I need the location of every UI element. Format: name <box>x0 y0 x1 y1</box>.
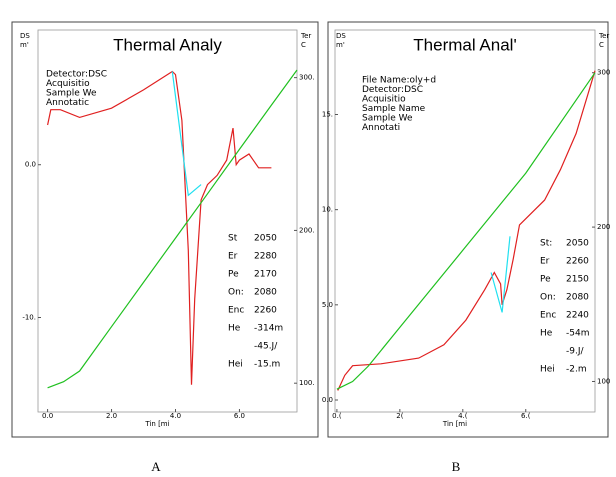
x-tick-label: 4.0 <box>170 412 181 420</box>
y2-tick-label: 300 <box>597 69 610 77</box>
x-tick-label: 6.( <box>521 412 531 420</box>
result-label: He <box>540 329 553 339</box>
info-text: Acquisitio <box>362 95 406 105</box>
chart-title: Thermal Anal' <box>413 35 516 54</box>
result-label: Pe <box>228 270 239 280</box>
x-tick-label: 0.( <box>332 412 342 420</box>
result-label: St: <box>540 239 552 249</box>
result-label: Hei <box>228 360 243 370</box>
info-text: File Name:oly+d <box>362 76 436 86</box>
y-axis-label: m' <box>336 41 345 49</box>
result-label: On: <box>228 288 244 298</box>
axes-frame <box>334 29 596 413</box>
result-label: He <box>228 324 241 334</box>
info-text: Annotatic <box>46 98 89 108</box>
result-label: Hei <box>540 365 555 375</box>
data-line <box>336 72 596 390</box>
x-axis-label: Tin [mi <box>144 420 169 428</box>
chart-title: Thermal Analy <box>113 35 222 54</box>
panel-frame <box>327 21 609 438</box>
info-text: Sample We <box>362 114 413 124</box>
info-text: Detector:DSC <box>46 70 107 80</box>
info-text: Acquisitio <box>46 79 90 89</box>
x-tick-label: 4.( <box>458 412 468 420</box>
axes-frame <box>37 29 298 413</box>
y-tick-label: 15. <box>322 110 333 118</box>
y2-tick-label: 200 <box>597 223 610 231</box>
result-value: 2260 <box>254 306 277 316</box>
y2-axis-label: C <box>599 41 604 49</box>
result-value: -314m <box>254 324 283 334</box>
result-value: 2240 <box>566 311 589 321</box>
y2-tick-label: 100 <box>597 377 610 385</box>
y2-tick-label: 200. <box>299 226 315 234</box>
data-line <box>490 236 511 313</box>
result-label: Enc <box>228 306 244 316</box>
caption: B <box>452 459 461 474</box>
result-label: Er <box>228 252 238 262</box>
data-line <box>337 70 596 391</box>
result-label: Er <box>540 257 550 267</box>
y-axis-label: DS <box>336 32 346 40</box>
y2-axis-label: Ter <box>300 32 311 40</box>
result-value: -45.J/ <box>254 342 278 352</box>
y-tick-label: 10. <box>322 206 333 214</box>
x-tick-label: 6.0 <box>234 412 245 420</box>
y-tick-label: 0.0 <box>322 396 333 404</box>
y-tick-label: -10. <box>22 314 36 322</box>
result-value: 2050 <box>254 234 277 244</box>
result-value: 2050 <box>566 239 589 249</box>
data-line <box>47 69 298 389</box>
result-value: 2260 <box>566 257 589 267</box>
result-value: -9.J/ <box>566 347 584 357</box>
caption: A <box>151 459 161 474</box>
x-tick-label: 2( <box>396 412 403 420</box>
result-label: On: <box>540 293 556 303</box>
result-value: -54m <box>566 329 589 339</box>
result-value: -2.m <box>566 365 587 375</box>
y-tick-label: 5.0 <box>322 301 333 309</box>
y2-tick-label: 100. <box>299 379 315 387</box>
x-tick-label: 0.0 <box>42 412 53 420</box>
y2-axis-label: Ter <box>598 32 609 40</box>
result-label: St <box>228 234 238 244</box>
result-label: Pe <box>540 275 551 285</box>
y-axis-label: DS <box>20 32 30 40</box>
y2-axis-label: C <box>301 41 306 49</box>
info-text: Sample Name <box>362 104 426 114</box>
x-tick-label: 2.0 <box>106 412 117 420</box>
result-label: Enc <box>540 311 556 321</box>
result-value: 2150 <box>566 275 589 285</box>
result-value: -15.m <box>254 360 280 370</box>
y-axis-label: m' <box>20 41 29 49</box>
data-line <box>171 71 202 197</box>
result-value: 2080 <box>566 293 589 303</box>
x-axis-label: Tin [mi <box>442 420 467 428</box>
result-value: 2280 <box>254 252 277 262</box>
info-text: Sample We <box>46 89 97 99</box>
y-tick-label: 0.0 <box>25 161 36 169</box>
y2-tick-label: 300. <box>299 74 315 82</box>
result-value: 2170 <box>254 270 277 280</box>
info-text: Annotati <box>362 123 400 133</box>
info-text: Detector:DSC <box>362 85 423 95</box>
result-value: 2080 <box>254 288 277 298</box>
data-line <box>47 70 272 385</box>
panel-frame <box>11 21 319 438</box>
